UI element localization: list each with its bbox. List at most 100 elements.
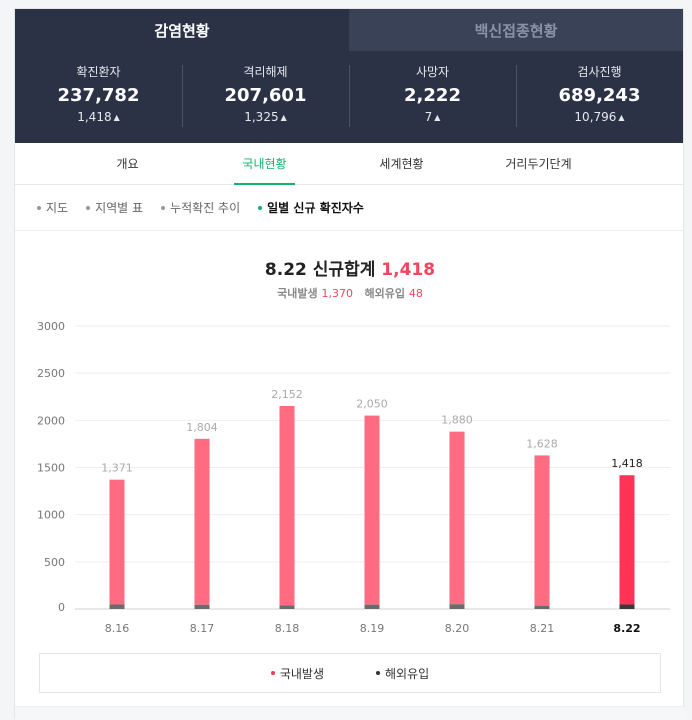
stat-delta: 7 ▲	[349, 110, 516, 124]
bar-overseas	[364, 604, 380, 609]
bar-total-label: 2,152	[271, 388, 303, 401]
stat-delta: 10,796 ▲	[516, 110, 683, 124]
domestic-label: 국내발생	[277, 287, 318, 300]
summary-total: 1,418	[381, 260, 436, 280]
overseas-value: 48	[408, 287, 423, 300]
bar-domestic	[279, 405, 295, 606]
triangle-up-icon: ▲	[434, 113, 441, 122]
stat-delta-value: 10,796	[574, 110, 617, 124]
bar-overseas	[109, 604, 125, 609]
legend-item-domestic[interactable]: 국내발생	[270, 665, 324, 682]
tab-global[interactable]: 세계현황	[379, 157, 424, 171]
bar-domestic	[194, 438, 210, 605]
bar-total-label: 1,804	[186, 421, 218, 434]
bullet-icon	[37, 205, 41, 210]
triangle-up-icon: ▲	[113, 113, 120, 122]
bar-domestic	[364, 415, 380, 605]
stat-label: 확진환자	[76, 65, 121, 79]
chart-legend: 국내발생 해외유입	[39, 653, 661, 693]
bullet-icon	[161, 205, 166, 210]
legend-item-overseas[interactable]: 해외유입	[376, 665, 429, 682]
bar-domestic	[449, 431, 465, 605]
stats-row: 확진환자 237,782 1,418 ▲ 격리해제 207,601 1,325 ▲ …	[15, 51, 683, 143]
bar-overseas	[449, 604, 465, 609]
overseas-label: 해외유입	[364, 287, 405, 300]
chart-title: 8.22 신규합계 1,418	[15, 255, 685, 280]
stat-testing: 검사진행 689,243 10,796 ▲	[516, 63, 683, 143]
x-tick-label: 8.16	[105, 622, 130, 635]
bar-domestic	[109, 479, 125, 605]
stat-label: 격리해제	[243, 65, 288, 79]
chart-subtitle: 국내발생 1,370 해외유입 48	[15, 285, 685, 301]
bar-total-label: 1,418	[611, 457, 643, 470]
y-tick-label: 3000	[37, 320, 65, 333]
view-filters: 지도 지역별 표 누적확진 추이 일별 신규 확진자수	[15, 185, 683, 231]
bar-domestic	[619, 475, 635, 605]
top-tabs: 감염현황 백신접종현황	[15, 9, 683, 51]
summary-title: 신규합계	[312, 260, 376, 280]
filter-daily-new-cases[interactable]: 일별 신규 확진자수	[258, 199, 364, 216]
bar-overseas	[619, 604, 635, 609]
bar-total-label: 2,050	[356, 398, 388, 411]
domestic-value: 1,370	[321, 287, 354, 300]
filter-map[interactable]: 지도	[37, 199, 68, 216]
tab-overview[interactable]: 개요	[116, 157, 139, 171]
stat-deaths: 사망자 2,222 7 ▲	[349, 63, 516, 143]
x-tick-label: 8.17	[190, 622, 215, 635]
tab-domestic[interactable]: 국내현황	[196, 143, 333, 185]
legend-dot-domestic	[270, 671, 275, 675]
daily-cases-bar-chart: 0 500 1000 1500 2000 2500 3000 1,371 8.16 1,804 8.…	[37, 320, 670, 635]
filter-cumulative-trend[interactable]: 누적확진 추이	[161, 199, 240, 216]
bar-overseas	[194, 604, 210, 609]
triangle-up-icon: ▲	[618, 113, 625, 122]
y-tick-label: 1000	[37, 509, 65, 522]
stat-value: 689,243	[558, 85, 641, 106]
y-tick-label: 500	[44, 556, 65, 569]
bar-overseas	[279, 605, 295, 609]
bullet-icon	[258, 205, 263, 210]
stat-delta: 1,418 ▲	[15, 110, 182, 124]
filter-region-table[interactable]: 지역별 표	[86, 199, 143, 216]
stat-value: 207,601	[224, 85, 307, 106]
y-tick-label: 2500	[37, 367, 65, 380]
bar-overseas	[534, 605, 550, 609]
tab-vaccination-status[interactable]: 백신접종현황	[349, 9, 683, 51]
x-tick-label: 8.21	[530, 622, 555, 635]
x-tick-label: 8.22	[613, 622, 640, 635]
tab-infection-status[interactable]: 감염현황	[15, 9, 349, 51]
bullet-icon	[86, 205, 91, 210]
summary-date: 8.22	[264, 260, 307, 280]
legend-label: 해외유입	[385, 666, 430, 681]
status-header: 감염현황 백신접종현황 확진환자 237,782 1,418 ▲ 격리해제 207…	[15, 9, 683, 143]
y-tick-label: 2000	[37, 414, 65, 427]
y-tick-label: 0	[58, 601, 65, 614]
filter-label: 지도	[46, 201, 69, 215]
bar-domestic	[534, 455, 550, 606]
stat-label: 사망자	[415, 65, 450, 79]
stat-confirmed: 확진환자 237,782 1,418 ▲	[15, 63, 182, 143]
legend-dot-overseas	[376, 671, 380, 675]
stat-released: 격리해제 207,601 1,325 ▲	[182, 63, 349, 143]
x-tick-label: 8.20	[445, 622, 470, 635]
stat-delta: 1,325 ▲	[182, 110, 349, 124]
stat-delta-value: 1,325	[244, 110, 279, 124]
tab-distancing-level[interactable]: 거리두기단계	[505, 157, 572, 171]
bar-total-label: 1,880	[441, 414, 473, 427]
filter-label: 일별 신규 확진자수	[267, 201, 364, 215]
bottom-strip	[15, 706, 685, 720]
y-tick-label: 1500	[37, 462, 65, 475]
bar-total-label: 1,628	[526, 437, 558, 450]
stat-delta-value: 7	[424, 110, 433, 124]
stat-value: 237,782	[57, 85, 140, 106]
bar-total-label: 1,371	[101, 462, 133, 475]
x-tick-label: 8.19	[360, 622, 385, 635]
stat-value: 2,222	[404, 85, 461, 106]
triangle-up-icon: ▲	[280, 113, 287, 122]
sub-tabs: 개요 국내현황 세계현황 거리두기단계	[15, 143, 683, 185]
stat-label: 검사진행	[577, 65, 622, 79]
legend-label: 국내발생	[279, 666, 324, 681]
x-tick-label: 8.18	[275, 622, 300, 635]
covid-status-card: 감염현황 백신접종현황 확진환자 237,782 1,418 ▲ 격리해제 207…	[14, 8, 685, 720]
filter-label: 지역별 표	[95, 201, 144, 215]
filter-label: 누적확진 추이	[170, 201, 241, 215]
